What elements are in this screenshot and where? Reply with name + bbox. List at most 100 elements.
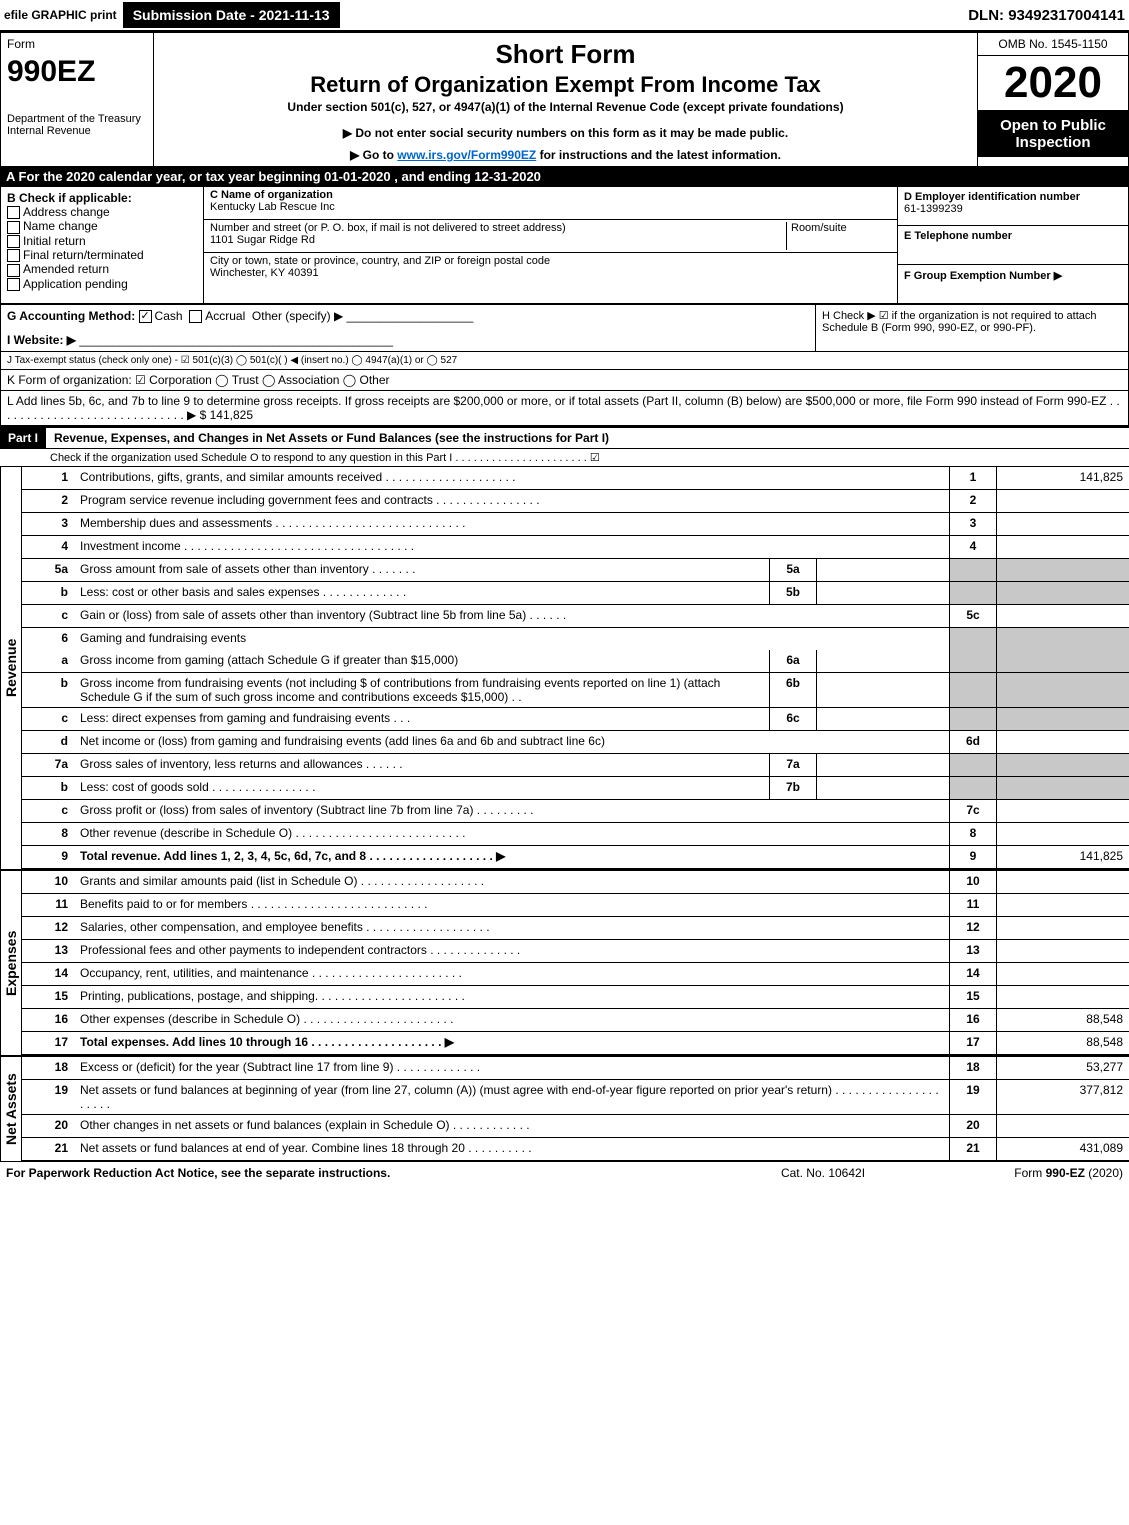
line-17-val: 88,548 [996,1032,1129,1054]
amended-checkbox[interactable] [7,264,20,277]
short-form-title: Short Form [162,39,969,70]
line-7c-col: 7c [949,800,996,822]
line-16-val: 88,548 [996,1009,1129,1031]
line-6b-subval [816,673,949,707]
line-20-col: 20 [949,1115,996,1137]
line-18-num: 18 [22,1057,74,1079]
line-2-desc: Program service revenue including govern… [74,490,949,512]
line-14: 14Occupancy, rent, utilities, and mainte… [22,963,1129,986]
line-7a-subval [816,754,949,776]
line-17-col: 17 [949,1032,996,1054]
initial-checkbox[interactable] [7,235,20,248]
revenue-body: 1Contributions, gifts, grants, and simil… [21,467,1129,869]
expenses-section: Expenses 10Grants and similar amounts pa… [0,869,1129,1055]
line-6-num: 6 [22,628,74,650]
note2-pre: ▶ Go to [350,148,397,162]
line-5b-num: b [22,582,74,604]
line-16: 16Other expenses (describe in Schedule O… [22,1009,1129,1032]
line-1-num: 1 [22,467,74,489]
line-5a-desc: Gross amount from sale of assets other t… [74,559,769,581]
line-20-desc: Other changes in net assets or fund bala… [74,1115,949,1137]
tax-year: 2020 [978,56,1128,111]
part1-header: Part I Revenue, Expenses, and Changes in… [0,426,1129,449]
line-7b-num: b [22,777,74,799]
line-7a-shade1 [949,754,996,776]
line-6b-shade1 [949,673,996,707]
entity-center: C Name of organization Kentucky Lab Resc… [204,187,897,303]
line-17-num: 17 [22,1032,74,1054]
line-7b-shade2 [996,777,1129,799]
line-5b-sub: 5b [769,582,816,604]
line-11-col: 11 [949,894,996,916]
cash-checkbox[interactable] [139,310,152,323]
name-change-checkbox[interactable] [7,221,20,234]
line-8-desc: Other revenue (describe in Schedule O) .… [74,823,949,845]
line-21-col: 21 [949,1138,996,1160]
line-6a-desc: Gross income from gaming (attach Schedul… [74,650,769,672]
line-16-desc: Other expenses (describe in Schedule O) … [74,1009,949,1031]
line-6c: cLess: direct expenses from gaming and f… [22,708,1129,731]
line-12: 12Salaries, other compensation, and empl… [22,917,1129,940]
line-10: 10Grants and similar amounts paid (list … [22,871,1129,894]
final-checkbox[interactable] [7,249,20,262]
line-20: 20Other changes in net assets or fund ba… [22,1115,1129,1138]
line-18-col: 18 [949,1057,996,1079]
org-name-row: C Name of organization Kentucky Lab Resc… [204,187,897,220]
line-8-val [996,823,1129,845]
line-1-col: 1 [949,467,996,489]
line-18: 18Excess or (deficit) for the year (Subt… [22,1057,1129,1080]
line-12-desc: Salaries, other compensation, and employ… [74,917,949,939]
line-17: 17Total expenses. Add lines 10 through 1… [22,1032,1129,1055]
line-2: 2Program service revenue including gover… [22,490,1129,513]
other-label: Other (specify) ▶ [252,309,343,323]
street-row: Number and street (or P. O. box, if mail… [204,220,897,253]
revenue-vlabel: Revenue [0,467,21,869]
line-9-col: 9 [949,846,996,868]
line-20-num: 20 [22,1115,74,1137]
line-3-col: 3 [949,513,996,535]
line-19-col: 19 [949,1080,996,1114]
line-18-val: 53,277 [996,1057,1129,1079]
part1-title: Revenue, Expenses, and Changes in Net As… [46,428,617,448]
line-15-val [996,986,1129,1008]
netassets-body: 18Excess or (deficit) for the year (Subt… [21,1057,1129,1161]
g-label: G Accounting Method: [7,309,135,323]
line-7c-desc: Gross profit or (loss) from sales of inv… [74,800,949,822]
line-3-desc: Membership dues and assessments . . . . … [74,513,949,535]
line-6d-val [996,731,1129,753]
irs-link[interactable]: www.irs.gov/Form990EZ [397,148,536,162]
pending-checkbox[interactable] [7,278,20,291]
line-7c-val [996,800,1129,822]
i-label: I Website: ▶ [7,333,76,347]
addr-change-checkbox[interactable] [7,206,20,219]
line-19-desc: Net assets or fund balances at beginning… [74,1080,949,1114]
line-7b-subval [816,777,949,799]
part1-label: Part I [0,428,46,448]
line-19: 19Net assets or fund balances at beginni… [22,1080,1129,1115]
line-14-desc: Occupancy, rent, utilities, and maintena… [74,963,949,985]
line-1-desc: Contributions, gifts, grants, and simila… [74,467,949,489]
line-20-val [996,1115,1129,1137]
line-9: 9Total revenue. Add lines 1, 2, 3, 4, 5c… [22,846,1129,869]
line-7b-desc: Less: cost of goods sold . . . . . . . .… [74,777,769,799]
cash-label: Cash [155,309,183,323]
line-11-val [996,894,1129,916]
line-6d-num: d [22,731,74,753]
line-7a-num: 7a [22,754,74,776]
line-15-desc: Printing, publications, postage, and shi… [74,986,949,1008]
line-6-desc: Gaming and fundraising events [74,628,949,650]
accrual-checkbox[interactable] [189,310,202,323]
line-13-num: 13 [22,940,74,962]
group-exemption-row: F Group Exemption Number ▶ [898,265,1128,303]
line-2-col: 2 [949,490,996,512]
line-1: 1Contributions, gifts, grants, and simil… [22,467,1129,490]
line-12-col: 12 [949,917,996,939]
line-7b: bLess: cost of goods sold . . . . . . . … [22,777,1129,800]
line-7b-sub: 7b [769,777,816,799]
form-header: Form 990EZ Department of the Treasury In… [0,32,1129,167]
line-6b-sub: 6b [769,673,816,707]
line-7a-desc: Gross sales of inventory, less returns a… [74,754,769,776]
l-amount: 141,825 [210,408,253,422]
check-applicable: B Check if applicable: Address change Na… [1,187,204,303]
city-label: City or town, state or province, country… [210,255,550,267]
